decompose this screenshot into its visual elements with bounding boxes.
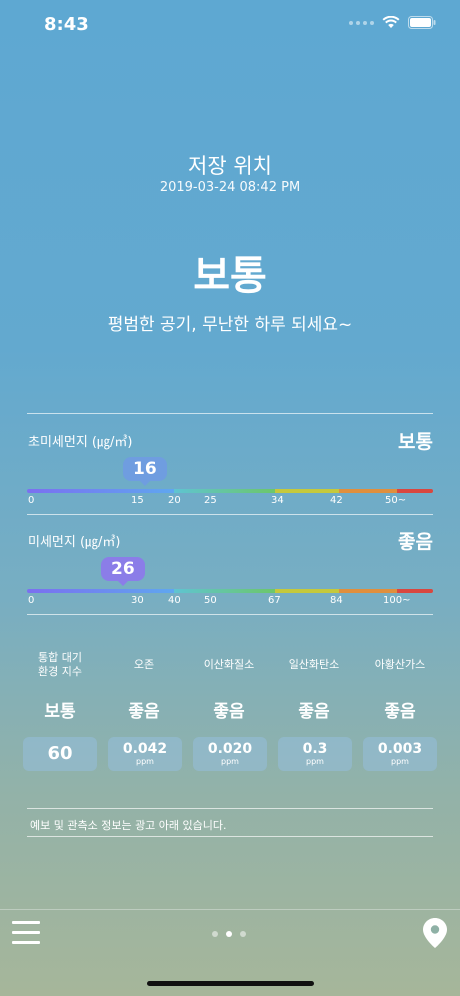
pm25-tick: 50~ xyxy=(385,495,407,506)
pollutant-grade-so2: 좋음 xyxy=(384,702,416,722)
location-name: 저장 위치 xyxy=(188,154,272,178)
pm25-tick: 0 xyxy=(28,495,35,506)
status-message: 평범한 공기, 무난한 하루 되세요~ xyxy=(107,315,353,335)
page-dot[interactable] xyxy=(212,931,218,937)
pm10-scale-bar xyxy=(27,589,433,593)
pm25-scale-bar xyxy=(27,489,433,493)
pm25-tick: 20 xyxy=(168,495,181,506)
pollutant-title-cai: 통합 대기 환경 지수 xyxy=(38,651,82,678)
pollutant-value-no2: 0.020 ppm xyxy=(193,737,267,771)
pm10-value-marker: 26 xyxy=(101,557,145,586)
cellular-signal-icon xyxy=(349,20,374,25)
pollutant-value-cai: 60 xyxy=(23,737,97,771)
pm10-tick: 30 xyxy=(131,595,144,606)
pollutant-grade-co: 좋음 xyxy=(298,702,330,722)
pollutant-grade-no2: 좋음 xyxy=(213,702,245,722)
pm25-tick: 25 xyxy=(204,495,217,506)
location-pin-icon[interactable] xyxy=(423,918,447,948)
status-time: 8:43 xyxy=(44,14,89,35)
notice-text: 예보 및 관측소 정보는 광고 아래 있습니다. xyxy=(30,819,227,832)
pollutant-title-co: 일산화탄소 xyxy=(288,658,340,671)
pm10-tick: 50 xyxy=(204,595,217,606)
pm10-tick: 0 xyxy=(28,595,35,606)
pm25-tick: 42 xyxy=(330,495,343,506)
pm10-tick: 84 xyxy=(330,595,343,606)
pm10-label: 미세먼지 (㎍/㎥) xyxy=(28,535,121,550)
page-dot-active[interactable] xyxy=(226,931,232,937)
bottom-divider xyxy=(0,909,460,910)
pm10-tick: 100~ xyxy=(383,595,411,606)
measurement-datetime: 2019-03-24 08:42 PM xyxy=(159,180,301,195)
pollutant-title-ozone: 오존 xyxy=(133,658,155,671)
battery-icon xyxy=(408,16,436,29)
page-dot[interactable] xyxy=(240,931,246,937)
pollutant-value-ozone: 0.042 ppm xyxy=(108,737,182,771)
divider xyxy=(27,836,433,837)
divider xyxy=(27,413,433,414)
divider xyxy=(27,614,433,615)
home-indicator[interactable] xyxy=(147,981,314,986)
status-icons xyxy=(349,16,436,29)
pm25-label: 초미세먼지 (㎍/㎥) xyxy=(28,435,133,450)
page-indicator[interactable] xyxy=(212,931,246,937)
hamburger-menu-icon[interactable] xyxy=(12,921,40,945)
pm25-value-marker: 16 xyxy=(123,457,167,486)
pm25-tick: 15 xyxy=(131,495,144,506)
pm10-grade: 좋음 xyxy=(398,531,433,553)
pm25-tick: 34 xyxy=(271,495,284,506)
pollutant-grade-cai: 보통 xyxy=(44,702,76,722)
pollutant-title-so2: 아황산가스 xyxy=(374,658,426,671)
pollutant-value-co: 0.3 ppm xyxy=(278,737,352,771)
pollutant-title-no2: 이산화질소 xyxy=(203,658,255,671)
pollutant-value-so2: 0.003 ppm xyxy=(363,737,437,771)
divider xyxy=(27,808,433,809)
pm10-tick: 67 xyxy=(268,595,281,606)
pm25-grade: 보통 xyxy=(398,431,433,453)
wifi-icon xyxy=(382,16,400,28)
divider xyxy=(27,514,433,515)
overall-status: 보통 xyxy=(193,253,267,299)
pollutant-grade-ozone: 좋음 xyxy=(128,702,160,722)
pm10-tick: 40 xyxy=(168,595,181,606)
